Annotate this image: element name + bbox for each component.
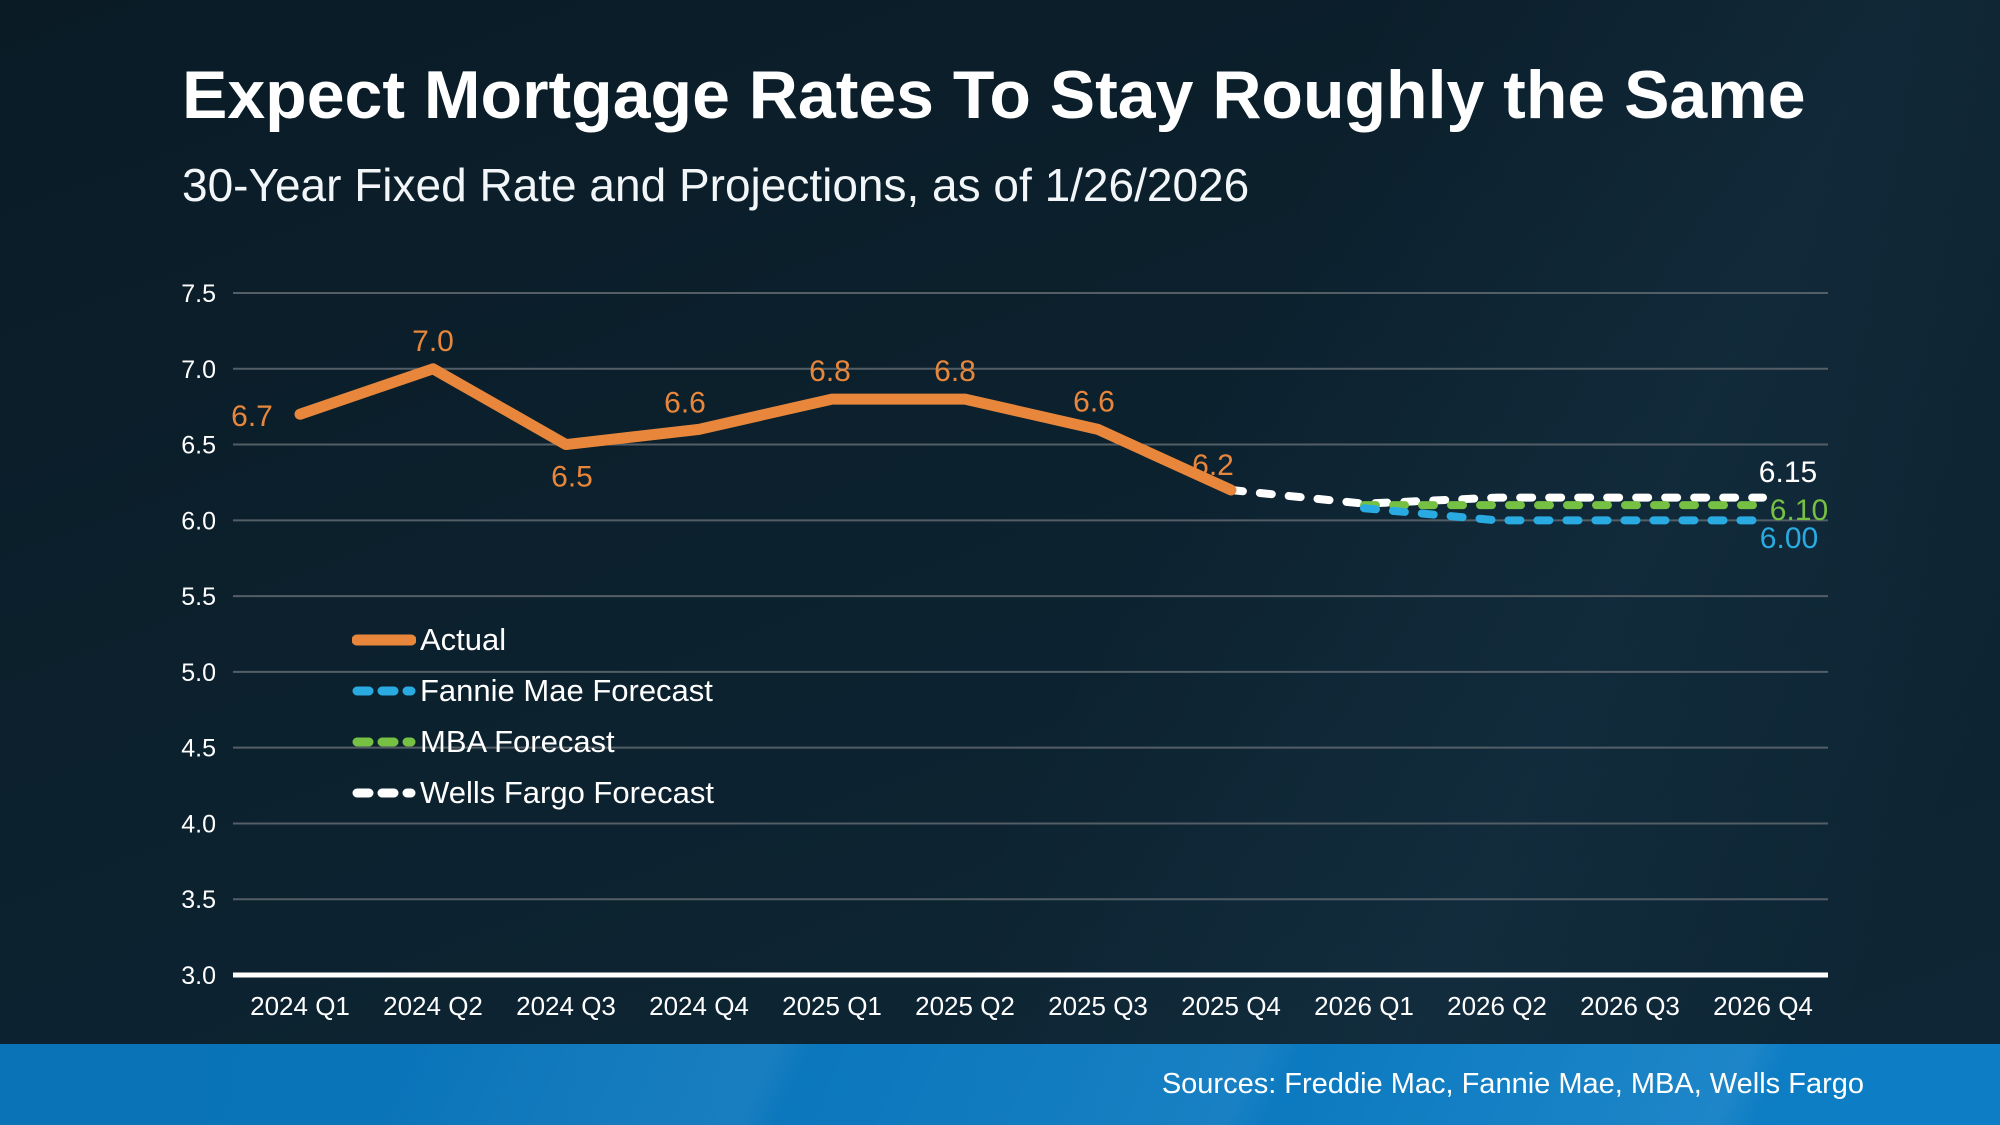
- x-axis-tick-label: 2025 Q1: [782, 991, 882, 1021]
- legend-item-fannie-mae-forecast: Fannie Mae Forecast: [352, 665, 714, 716]
- sources-text: Sources: Freddie Mac, Fannie Mae, MBA, W…: [1161, 1068, 1864, 1100]
- legend-label: MBA Forecast: [420, 723, 615, 759]
- y-axis-tick-label: 6.0: [181, 507, 216, 535]
- data-label-actual: 6.5: [551, 461, 593, 494]
- legend-swatch-wells-fargo-forecast: [352, 788, 416, 797]
- legend-item-actual: Actual: [352, 614, 714, 665]
- y-axis-tick-label: 4.5: [181, 735, 216, 763]
- legend-swatch-fannie-mae-forecast: [352, 686, 416, 695]
- series-line-fannie-mae-forecast: [1360, 504, 1767, 525]
- end-label-wells-fargo-forecast: 6.15: [1759, 456, 1817, 489]
- page-title: Expect Mortgage Rates To Stay Roughly th…: [182, 57, 1806, 133]
- y-axis-tick-label: 3.0: [181, 962, 216, 990]
- legend-label: Wells Fargo Forecast: [420, 774, 715, 810]
- x-axis-tick-label: 2026 Q1: [1314, 991, 1414, 1021]
- y-axis-tick-label: 7.5: [181, 280, 216, 308]
- legend-item-mba-forecast: MBA Forecast: [352, 716, 714, 767]
- x-axis-tick-label: 2026 Q3: [1580, 991, 1680, 1021]
- data-label-actual: 6.8: [934, 355, 976, 388]
- series-line-actual: [294, 363, 1237, 496]
- data-label-actual: 6.6: [1073, 385, 1115, 418]
- chart-legend: Actual Fannie Mae Forecast MBA Forecast Wel…: [352, 614, 714, 818]
- y-axis-tick-label: 3.5: [181, 886, 216, 914]
- legend-item-wells-fargo-forecast: Wells Fargo Forecast: [352, 767, 714, 818]
- x-axis-tick-label: 2025 Q3: [1048, 991, 1148, 1021]
- x-axis-tick-label: 2026 Q4: [1713, 991, 1813, 1021]
- data-label-actual: 6.7: [231, 400, 273, 433]
- x-axis-tick-label: 2024 Q3: [516, 991, 616, 1021]
- x-axis-tick-label: 2024 Q1: [250, 991, 350, 1021]
- x-axis-tick-label: 2026 Q2: [1447, 991, 1547, 1021]
- y-axis-tick-label: 5.5: [181, 583, 216, 611]
- data-label-actual: 6.6: [664, 386, 706, 419]
- data-label-actual: 6.8: [809, 355, 851, 388]
- legend-label: Actual: [420, 621, 507, 657]
- series-line-wells-fargo-forecast: [1227, 486, 1767, 508]
- data-label-actual: 6.2: [1192, 449, 1234, 482]
- y-axis-tick-label: 4.0: [181, 810, 216, 838]
- x-axis-tick-label: 2025 Q2: [915, 991, 1015, 1021]
- legend-swatch-actual: [352, 634, 416, 645]
- data-label-actual: 7.0: [412, 325, 454, 358]
- y-axis-tick-label: 5.0: [181, 659, 216, 687]
- legend-swatch-mba-forecast: [352, 737, 416, 746]
- x-axis-tick-label: 2024 Q2: [383, 991, 483, 1021]
- x-axis-tick-label: 2024 Q4: [649, 991, 749, 1021]
- y-axis-tick-label: 7.0: [181, 356, 216, 384]
- end-label-fannie-mae-forecast: 6.00: [1760, 522, 1818, 555]
- footer-bar: Sources: Freddie Mac, Fannie Mae, MBA, W…: [0, 1044, 2000, 1125]
- legend-label: Fannie Mae Forecast: [420, 672, 713, 708]
- y-axis-tick-label: 6.5: [181, 432, 216, 460]
- page-subtitle: 30-Year Fixed Rate and Projections, as o…: [182, 159, 1250, 211]
- x-axis-tick-label: 2025 Q4: [1181, 991, 1281, 1021]
- end-label-mba-forecast: 6.10: [1770, 494, 1828, 527]
